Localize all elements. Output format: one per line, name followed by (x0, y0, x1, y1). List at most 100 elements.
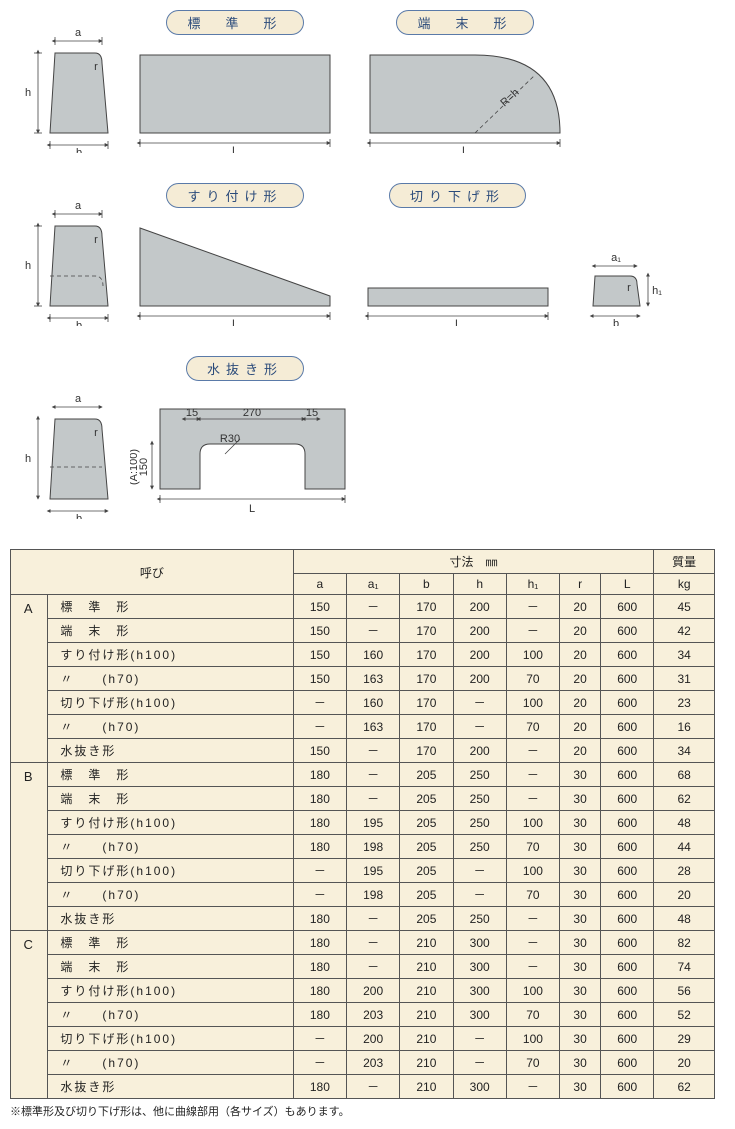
value-cell: 210 (400, 1003, 453, 1027)
panel-standard: 標 準 形 L (130, 10, 340, 153)
value-cell: 200 (453, 595, 506, 619)
value-cell: 210 (400, 979, 453, 1003)
value-cell: － (506, 1075, 559, 1099)
value-cell: 600 (601, 1003, 654, 1027)
table-row: 端 末 形180－210300－3060074 (11, 955, 715, 979)
value-cell: 29 (654, 1027, 715, 1051)
value-cell: － (293, 715, 346, 739)
value-cell: 600 (601, 979, 654, 1003)
value-cell: 30 (560, 1003, 601, 1027)
value-cell: 210 (400, 1027, 453, 1051)
value-cell: 200 (453, 739, 506, 763)
type-cell: 標 準 形 (48, 763, 293, 787)
group-cell: A (11, 595, 48, 763)
value-cell: 250 (453, 835, 506, 859)
value-cell: 74 (654, 955, 715, 979)
value-cell: 250 (453, 907, 506, 931)
value-cell: － (347, 763, 400, 787)
value-cell: 198 (347, 883, 400, 907)
value-cell: 70 (506, 667, 559, 691)
value-cell: 150 (293, 619, 346, 643)
value-cell: － (453, 691, 506, 715)
caption-suri: すり付け形 (166, 183, 303, 208)
profile-b-svg: r a b h h₁ (10, 196, 110, 326)
mizunuki-svg: 15 270 15 R30 150 (A:100) L (130, 389, 360, 519)
table-row: 〃 (h70)－198205－703060020 (11, 883, 715, 907)
value-cell: 20 (654, 1051, 715, 1075)
value-cell: 70 (506, 835, 559, 859)
value-cell: 30 (560, 1027, 601, 1051)
value-cell: 205 (400, 763, 453, 787)
table-row: 切り下げ形(h100)－160170－1002060023 (11, 691, 715, 715)
type-cell: 切り下げ形(h100) (48, 691, 293, 715)
table-row: 〃 (h70)150163170200702060031 (11, 667, 715, 691)
value-cell: 34 (654, 643, 715, 667)
value-cell: 170 (400, 643, 453, 667)
table-row: 端 末 形180－205250－3060062 (11, 787, 715, 811)
value-cell: － (453, 883, 506, 907)
spec-table: 呼び 寸法 ㎜ 質量 a a₁ b h h₁ r L kg A標 準 形150－… (10, 549, 715, 1099)
type-cell: すり付け形(h100) (48, 811, 293, 835)
value-cell: － (506, 907, 559, 931)
value-cell: 600 (601, 787, 654, 811)
label-a1c: a₁ (611, 252, 621, 264)
value-cell: 600 (601, 691, 654, 715)
label-b4: b (76, 513, 82, 519)
type-cell: 端 末 形 (48, 955, 293, 979)
table-row: 〃 (h70)－163170－702060016 (11, 715, 715, 739)
value-cell: 56 (654, 979, 715, 1003)
value-cell: 31 (654, 667, 715, 691)
diagram-row-1: r a b h 標 準 形 L 端 末 形 (10, 10, 725, 153)
value-cell: 42 (654, 619, 715, 643)
value-cell: 205 (400, 835, 453, 859)
value-cell: － (506, 619, 559, 643)
label-L-kiri: L (455, 318, 461, 326)
th-b: b (400, 574, 453, 595)
profile-a-svg: r a b h (10, 23, 110, 153)
terminal-svg: R=h L (360, 43, 570, 153)
caption-mizunuki: 水抜き形 (186, 356, 304, 381)
value-cell: 195 (347, 811, 400, 835)
label-r: r (94, 61, 98, 73)
value-cell: 180 (293, 955, 346, 979)
value-cell: 160 (347, 643, 400, 667)
value-cell: 600 (601, 643, 654, 667)
value-cell: 600 (601, 595, 654, 619)
label-bc: b (613, 318, 619, 326)
value-cell: 100 (506, 859, 559, 883)
table-row: すり付け形(h100)1501601702001002060034 (11, 643, 715, 667)
value-cell: 150 (293, 667, 346, 691)
value-cell: 180 (293, 787, 346, 811)
value-cell: 210 (400, 931, 453, 955)
value-cell: 30 (560, 811, 601, 835)
value-cell: 100 (506, 979, 559, 1003)
value-cell: － (347, 1075, 400, 1099)
value-cell: 163 (347, 667, 400, 691)
value-cell: 68 (654, 763, 715, 787)
value-cell: 170 (400, 739, 453, 763)
th-r: r (560, 574, 601, 595)
value-cell: 20 (560, 595, 601, 619)
value-cell: 600 (601, 1027, 654, 1051)
diagram-area: r a b h 標 準 形 L 端 末 形 (10, 10, 725, 519)
panel-profile-b: r a b h h₁ (10, 196, 110, 326)
value-cell: 600 (601, 667, 654, 691)
value-cell: 205 (400, 787, 453, 811)
value-cell: 100 (506, 643, 559, 667)
value-cell: 82 (654, 931, 715, 955)
label-a2: a (75, 200, 82, 212)
value-cell: 150 (293, 643, 346, 667)
table-row: 水抜き形180－205250－3060048 (11, 907, 715, 931)
value-cell: 600 (601, 619, 654, 643)
value-cell: 180 (293, 1003, 346, 1027)
label-h: h (25, 87, 31, 99)
value-cell: 180 (293, 835, 346, 859)
value-cell: 34 (654, 739, 715, 763)
value-cell: 160 (347, 691, 400, 715)
value-cell: 23 (654, 691, 715, 715)
caption-kiri: 切り下げ形 (389, 183, 526, 208)
value-cell: － (506, 739, 559, 763)
standard-svg: L (130, 43, 340, 153)
table-row: 水抜き形150－170200－2060034 (11, 739, 715, 763)
value-cell: 180 (293, 763, 346, 787)
